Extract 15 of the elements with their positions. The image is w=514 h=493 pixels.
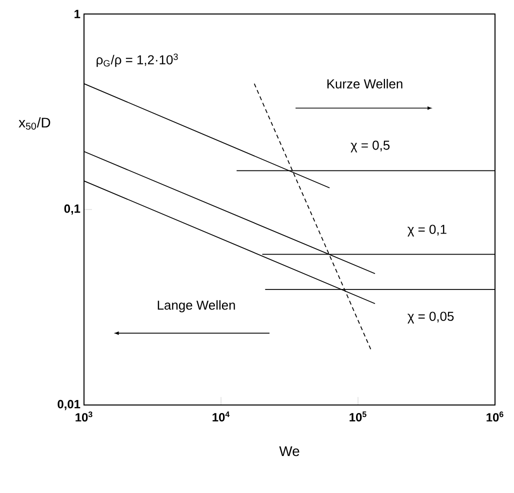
y-axis-title: x$_{50}$/D — [18, 117, 50, 130]
x-tick-label: 10$^{5}$ — [350, 412, 366, 422]
annotation: χ = 0,05 — [408, 312, 454, 324]
x-tick-label: 10$^{4}$ — [212, 412, 230, 422]
y-tick-label: 0,01 — [58, 400, 80, 410]
annotation: χ = 0,5 — [350, 140, 390, 152]
x-axis-title: We — [279, 446, 300, 456]
x-tick-label: 10$^{6}$ — [486, 412, 504, 422]
y-tick-label: 0,1 — [64, 204, 80, 215]
annotation: Lange Wellen — [158, 300, 235, 312]
y-tick-label: 1 — [74, 10, 80, 18]
annotation: ρ$_{G}$/ρ = 1,2·10$^{3}$ — [96, 54, 178, 67]
annotation: Kurze Wellen — [327, 78, 402, 88]
x-tick-label: 10$^{3}$ — [76, 412, 92, 422]
annotation: χ = 0,1 — [408, 224, 446, 236]
